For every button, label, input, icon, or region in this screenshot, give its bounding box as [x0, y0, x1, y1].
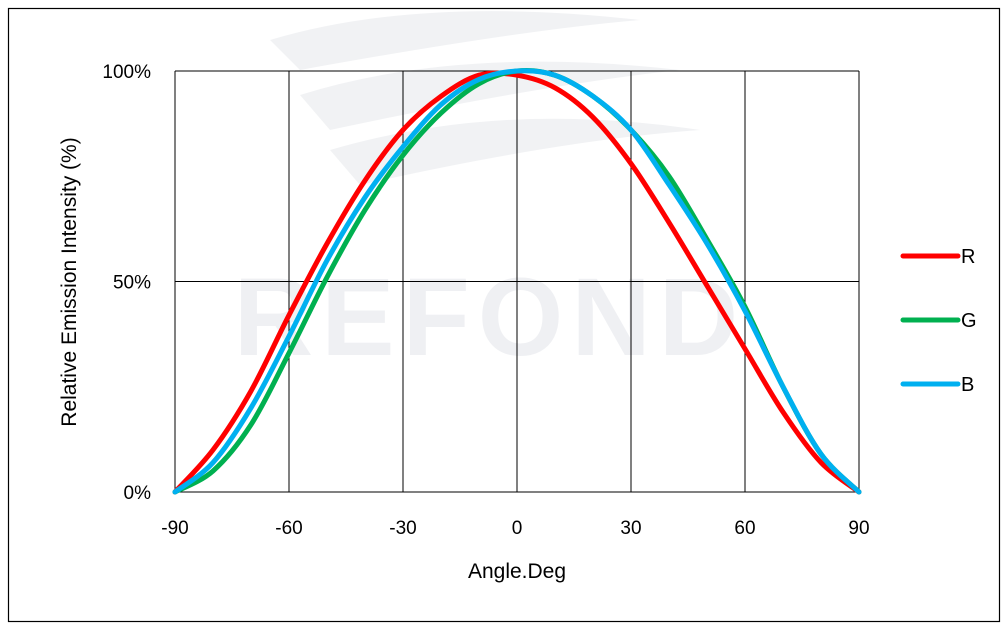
legend-label-g: G — [961, 310, 977, 332]
x-tick-label: 30 — [620, 518, 641, 539]
x-tick-label: 90 — [848, 518, 869, 539]
legend-label-r: R — [961, 246, 975, 268]
grid — [174, 70, 860, 493]
y-tick-label: 50% — [113, 273, 151, 294]
y-axis-label: Relative Emission Intensity (%) — [58, 137, 81, 426]
chart-border — [7, 7, 1001, 623]
series-line-r — [172, 70, 862, 495]
y-tick-label: 100% — [102, 62, 151, 83]
legend-label-b: B — [961, 374, 974, 396]
x-tick-label: -60 — [275, 518, 302, 539]
x-tick-label: -30 — [389, 518, 416, 539]
y-tick-label: 0% — [124, 483, 152, 504]
y-tick-labels: 0% 50% 100% — [102, 62, 151, 504]
x-tick-label: 60 — [734, 518, 755, 539]
x-tick-label: 0 — [512, 518, 523, 539]
series-line-b — [172, 68, 862, 495]
x-axis-label: Angle.Deg — [468, 560, 566, 583]
legend: R G B — [900, 246, 977, 396]
series-group — [172, 67, 862, 495]
x-tick-label: -90 — [161, 518, 188, 539]
x-tick-labels: -90 -60 -30 0 30 60 90 — [161, 518, 869, 539]
